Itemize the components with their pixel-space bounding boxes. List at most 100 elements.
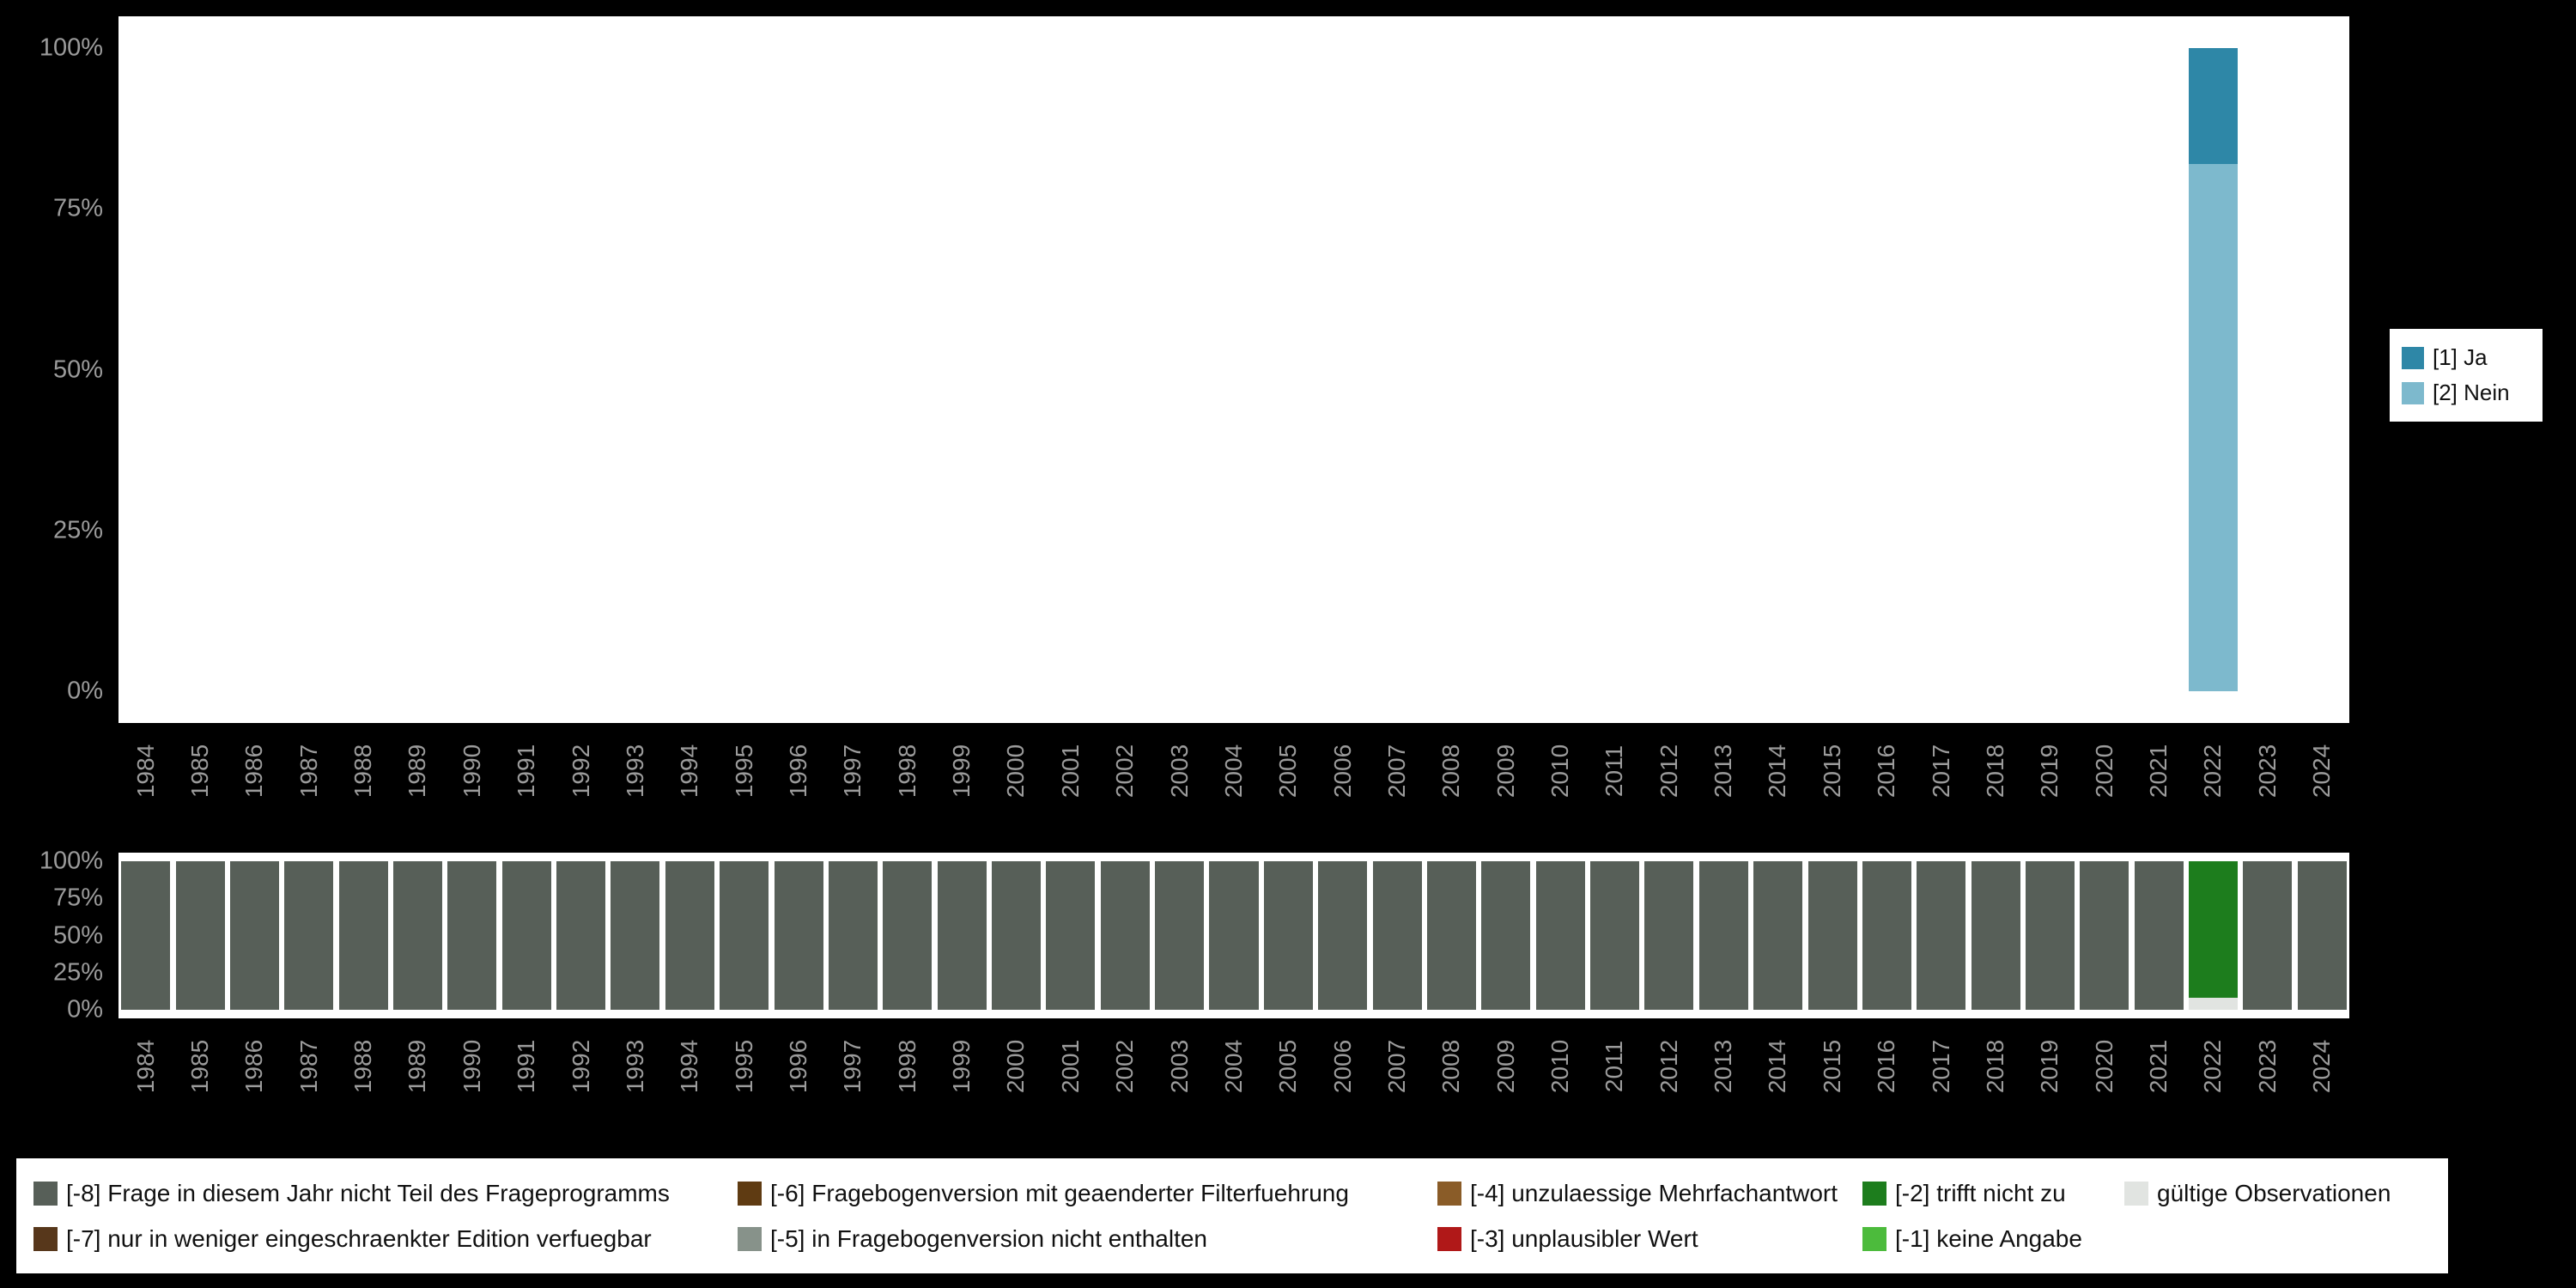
- x-axis-tick: 2001: [1043, 1027, 1097, 1106]
- bar-segment: [1917, 860, 1966, 1011]
- x-axis-year-label: 2023: [2253, 744, 2281, 799]
- x-axis-year-label: 2017: [1927, 1039, 1954, 1094]
- bar-segment: [611, 860, 660, 1011]
- x-axis-year-label: 2011: [1601, 744, 1628, 798]
- x-axis-tick: 1996: [771, 732, 825, 811]
- missing-chart-y-axis: 100% 75% 50% 25% 0%: [0, 847, 113, 1024]
- x-axis-tick: 2018: [1968, 732, 2022, 811]
- x-axis-year-label: 2021: [2144, 744, 2172, 799]
- x-axis-tick: 2013: [1696, 732, 1750, 811]
- y-axis-tick-label: 75%: [52, 194, 103, 222]
- x-axis-year-label: 2001: [1056, 1039, 1084, 1094]
- x-axis-year-label: 1987: [295, 744, 322, 799]
- legend-label: [-2] trifft nicht zu: [1895, 1179, 2066, 1206]
- x-axis-year-label: 1993: [621, 1039, 648, 1094]
- legend-swatch-icon: [1862, 1226, 1886, 1251]
- legend-label: [-4] unzulaessige Mehrfachantwort: [1470, 1179, 1838, 1206]
- bar-segment: [1372, 860, 1422, 1011]
- bar-segment: [1535, 860, 1585, 1011]
- main-chart-legend: [1] Ja [2] Nein: [2390, 329, 2543, 422]
- x-axis-tick: 2021: [2131, 1027, 2185, 1106]
- x-axis-year-label: 2008: [1437, 744, 1465, 799]
- legend-swatch-icon: [33, 1226, 58, 1251]
- x-axis-tick: 2003: [1152, 1027, 1206, 1106]
- legend-item: [-5] in Fragebogenversion nicht enthalte…: [738, 1225, 1437, 1253]
- x-axis-tick: 1995: [717, 1027, 771, 1106]
- x-axis-year-label: 2016: [1873, 744, 1900, 799]
- bar-segment: [1263, 860, 1313, 1011]
- main-chart-x-axis: 1984 1985 1986 1987 1988 1989 1990 1991 1992 1993…: [118, 732, 2349, 811]
- x-axis-year-label: 2018: [1981, 744, 2008, 799]
- x-axis-tick: 2012: [1642, 732, 1696, 811]
- legend-item: [-7] nur in weniger eingeschraenkter Edi…: [33, 1225, 738, 1253]
- x-axis-year-label: 2010: [1546, 1039, 1574, 1094]
- y-axis-tick-label: 75%: [52, 884, 103, 912]
- legend-label: [-3] unplausibler Wert: [1470, 1224, 1698, 1252]
- bar-segment: [1862, 860, 1911, 1011]
- x-axis-tick: 2016: [1860, 732, 1914, 811]
- x-axis-tick: 2017: [1914, 732, 1968, 811]
- x-axis-tick: 2002: [1097, 1027, 1151, 1106]
- x-axis-year-label: 2021: [2144, 1039, 2172, 1094]
- y-axis-tick-label: 50%: [52, 355, 103, 383]
- x-axis-tick: 1987: [282, 1027, 336, 1106]
- x-axis-tick: 2006: [1315, 732, 1370, 811]
- bar-segment: [992, 860, 1042, 1011]
- x-axis-year-label: 2002: [1111, 1039, 1139, 1094]
- x-axis-year-label: 1992: [567, 1039, 594, 1094]
- bar-segment: [1318, 860, 1368, 1011]
- x-axis-year-label: 2003: [1165, 744, 1193, 799]
- x-axis-tick: 2016: [1860, 1027, 1914, 1106]
- x-axis-tick: 2011: [1588, 1027, 1642, 1106]
- x-axis-year-label: 2007: [1382, 744, 1410, 799]
- x-axis-tick: 2000: [989, 732, 1043, 811]
- bar-segment: [1753, 860, 1803, 1011]
- x-axis-year-label: 2004: [1219, 1039, 1247, 1094]
- x-axis-tick: 2014: [1751, 732, 1805, 811]
- bar-segment: [2134, 860, 2184, 1011]
- legend-label: [-1] keine Angabe: [1895, 1224, 2082, 1252]
- bar-segment: [229, 860, 279, 1011]
- legend-item: [-4] unzulaessige Mehrfachantwort: [1437, 1180, 1862, 1207]
- legend-swatch-icon: [738, 1181, 762, 1206]
- x-axis-tick: 2006: [1315, 1027, 1370, 1106]
- missing-chart-x-axis: 1984 1985 1986 1987 1988 1989 1990 1991 1992 1993…: [118, 1027, 2349, 1106]
- x-axis-year-label: 1989: [404, 744, 431, 799]
- y-axis-tick-label: 100%: [39, 847, 103, 875]
- x-axis-tick: 2019: [2023, 732, 2077, 811]
- legend-item: [1] Ja: [2402, 344, 2530, 371]
- bar-segment: [175, 860, 225, 1011]
- x-axis-tick: 1987: [282, 732, 336, 811]
- legend-swatch-icon: [738, 1226, 762, 1251]
- x-axis-tick: 1998: [880, 1027, 934, 1106]
- bar-segment: [774, 860, 823, 1011]
- x-axis-year-label: 1993: [621, 744, 648, 799]
- x-axis-tick: 1984: [118, 732, 173, 811]
- x-axis-year-label: 1996: [784, 1039, 811, 1094]
- x-axis-year-label: 2012: [1655, 1039, 1682, 1094]
- x-axis-tick: 2024: [2294, 732, 2348, 811]
- legend-item: [-8] Frage in diesem Jahr nicht Teil des…: [33, 1180, 738, 1207]
- bar-segment: [392, 860, 442, 1011]
- x-axis-year-label: 2000: [1002, 744, 1030, 799]
- x-axis-tick: 1998: [880, 732, 934, 811]
- bar-segment: [447, 860, 497, 1011]
- x-axis-year-label: 2020: [2090, 744, 2117, 799]
- x-axis-tick: 1990: [445, 1027, 499, 1106]
- legend-item: [-6] Fragebogenversion mit geaenderter F…: [738, 1180, 1437, 1207]
- x-axis-year-label: 2018: [1981, 1039, 2008, 1094]
- bar-segment: [883, 860, 933, 1011]
- x-axis-year-label: 2009: [1492, 1039, 1519, 1094]
- x-axis-tick: 1994: [663, 732, 717, 811]
- x-axis-tick: 2004: [1206, 732, 1261, 811]
- x-axis-tick: 1999: [934, 1027, 988, 1106]
- x-axis-tick: 2011: [1588, 732, 1642, 811]
- x-axis-year-label: 1999: [948, 744, 975, 799]
- x-axis-tick: 1997: [826, 1027, 880, 1106]
- x-axis-tick: 2022: [2186, 1027, 2240, 1106]
- legend-label: gültige Observationen: [2157, 1179, 2391, 1206]
- legend-swatch-icon: [2402, 346, 2424, 369]
- main-chart-plot: [118, 16, 2349, 723]
- x-axis-tick: 1993: [608, 1027, 662, 1106]
